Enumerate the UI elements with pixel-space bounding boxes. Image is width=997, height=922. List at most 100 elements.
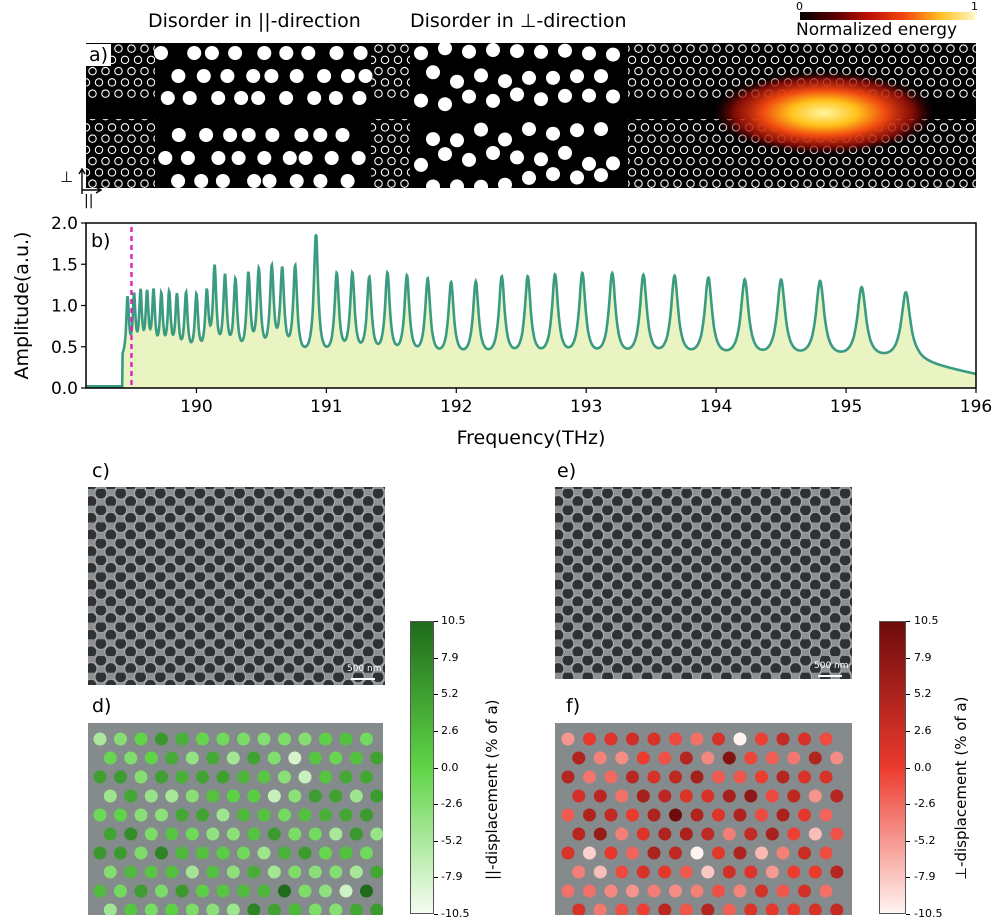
hole	[546, 70, 560, 85]
hole	[246, 69, 261, 83]
displacement-hole	[339, 808, 353, 822]
displacement-hole	[339, 846, 353, 860]
displacement-hole	[712, 770, 725, 784]
displacement-hole	[185, 865, 199, 879]
displacement-hole	[755, 808, 768, 822]
displacement-hole	[308, 789, 322, 803]
displacement-hole	[626, 808, 639, 822]
hole	[486, 146, 500, 160]
displacement-hole	[216, 846, 230, 860]
hole	[180, 151, 195, 165]
y-tick-label: 0.0	[51, 379, 78, 399]
displacement-hole	[226, 789, 240, 803]
displacement-hole	[360, 808, 373, 822]
displacement-hole	[185, 827, 199, 841]
displacement-hole	[329, 751, 343, 765]
displacement-hole	[647, 808, 661, 822]
displacement-hole	[787, 789, 801, 803]
colorbar-tick	[434, 621, 438, 622]
displacement-hole	[561, 770, 575, 784]
axis-arrows	[78, 167, 103, 194]
displacement-hole	[647, 846, 661, 860]
displacement-hole	[593, 751, 607, 765]
colorbar-tick	[906, 840, 910, 842]
colorbar-tick-label: -7.9	[914, 870, 936, 884]
colorbar-perp-title: ⊥-displacement (% of a)	[952, 696, 970, 880]
displacement-hole	[329, 827, 343, 841]
hole	[328, 91, 343, 105]
displacement-hole	[226, 827, 240, 841]
hole	[215, 174, 230, 188]
hole	[358, 69, 373, 83]
displacement-hole	[798, 808, 811, 822]
displacement-hole	[798, 732, 811, 746]
spectrum-chart: 0.0 0.5 1.0 1.5 2.0 190 191 192 193 194 195 196 Freq…	[11, 215, 992, 449]
displacement-hole	[278, 732, 291, 746]
displacement-hole	[288, 789, 302, 803]
displacement-hole	[819, 808, 833, 822]
colorbar-tick-label: -5.2	[914, 833, 936, 847]
displacement-hole	[830, 827, 844, 841]
displacement-hole	[196, 770, 209, 784]
panel-d-label: d)	[92, 695, 112, 717]
displacement-hole	[124, 751, 138, 765]
displacement-map-f	[555, 723, 852, 915]
hole	[211, 151, 226, 165]
colorbar-tick-label: 7.9	[441, 650, 459, 664]
displacement-hole	[755, 846, 768, 860]
hole	[341, 69, 355, 83]
sem-image-c	[88, 487, 385, 685]
hole	[474, 179, 488, 188]
displacement-hole	[744, 827, 758, 841]
displacement-hole	[226, 865, 240, 879]
hole	[282, 151, 297, 165]
displacement-hole	[339, 732, 353, 746]
displacement-hole	[319, 846, 332, 860]
hole	[241, 128, 256, 142]
colorbar-tick	[434, 840, 438, 842]
colorbar-tick-label: 2.6	[914, 723, 932, 737]
displacement-hole	[216, 808, 230, 822]
hole	[558, 145, 572, 160]
hole	[265, 128, 280, 142]
displacement-hole	[701, 903, 715, 915]
hole	[171, 128, 186, 142]
displacement-hole	[144, 903, 158, 915]
colorbar-tick-label: 10.5	[914, 614, 939, 627]
displacement-hole	[658, 751, 672, 765]
hole	[450, 74, 464, 89]
colorbar-tick-label: -7.9	[441, 870, 463, 884]
displacement-hole	[216, 732, 230, 746]
hole	[522, 122, 536, 137]
zoom-parallel	[155, 43, 371, 188]
hole	[606, 47, 620, 62]
displacement-hole	[744, 789, 758, 803]
x-axis-label: Frequency(THz)	[457, 427, 606, 449]
displacement-hole	[226, 903, 240, 915]
displacement-hole	[165, 789, 179, 803]
displacement-hole	[679, 865, 693, 879]
displacement-hole	[808, 827, 822, 841]
colorbar-tick	[434, 804, 438, 806]
displacement-hole	[808, 751, 822, 765]
displacement-hole	[308, 865, 322, 879]
displacement-hole	[690, 808, 704, 822]
displacement-hole	[339, 770, 353, 784]
displacement-hole	[237, 808, 250, 822]
displacement-hole	[798, 770, 811, 784]
displacement-hole	[103, 865, 117, 879]
displacement-hole	[701, 789, 715, 803]
hole	[414, 93, 428, 108]
displacement-hole	[124, 789, 138, 803]
displacement-hole	[572, 903, 586, 915]
x-tick-label: 196	[960, 397, 992, 417]
colorbar-parallel-title: ||-displacement (% of a)	[483, 699, 501, 880]
displacement-hole	[206, 903, 220, 915]
displacement-hole	[733, 808, 747, 822]
hole	[582, 88, 596, 103]
displacement-hole	[830, 903, 844, 915]
displacement-hole	[798, 846, 811, 860]
displacement-hole	[165, 751, 179, 765]
panel-c-label: c)	[92, 460, 110, 482]
displacement-hole	[615, 789, 629, 803]
